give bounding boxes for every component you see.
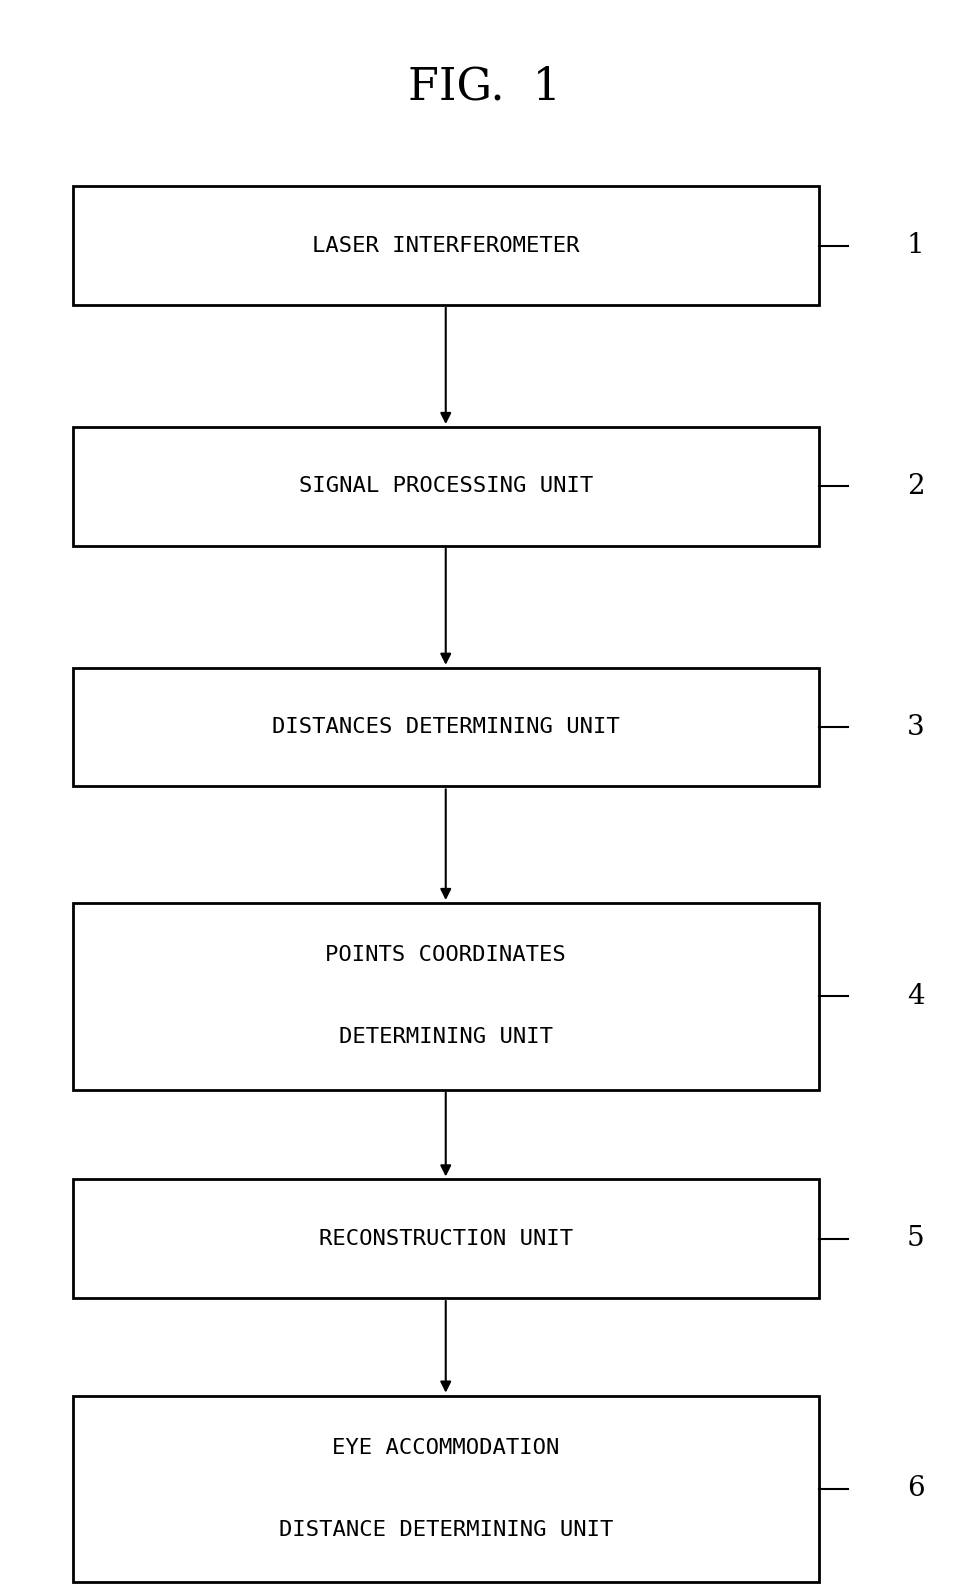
Bar [73,667,819,786]
Text: 6: 6 [907,1475,924,1503]
Text: SIGNAL PROCESSING UNIT: SIGNAL PROCESSING UNIT [298,477,593,496]
Bar [73,903,819,1090]
Bar [73,187,819,304]
Text: 1: 1 [907,231,924,260]
Text: LASER INTERFEROMETER: LASER INTERFEROMETER [312,236,579,255]
Text: 2: 2 [907,472,924,501]
Text: DISTANCE DETERMINING UNIT: DISTANCE DETERMINING UNIT [278,1521,613,1540]
Text: 5: 5 [907,1224,924,1253]
Text: EYE ACCOMMODATION: EYE ACCOMMODATION [332,1438,559,1457]
Text: FIG.  1: FIG. 1 [408,65,561,109]
Text: 3: 3 [907,713,924,741]
Text: DETERMINING UNIT: DETERMINING UNIT [339,1028,552,1047]
Bar [73,1178,819,1299]
Bar [73,428,819,545]
Text: RECONSTRUCTION UNIT: RECONSTRUCTION UNIT [319,1229,573,1248]
Text: POINTS COORDINATES: POINTS COORDINATES [326,946,566,965]
Bar [73,1396,819,1582]
Text: DISTANCES DETERMINING UNIT: DISTANCES DETERMINING UNIT [272,718,619,737]
Text: 4: 4 [907,982,924,1011]
